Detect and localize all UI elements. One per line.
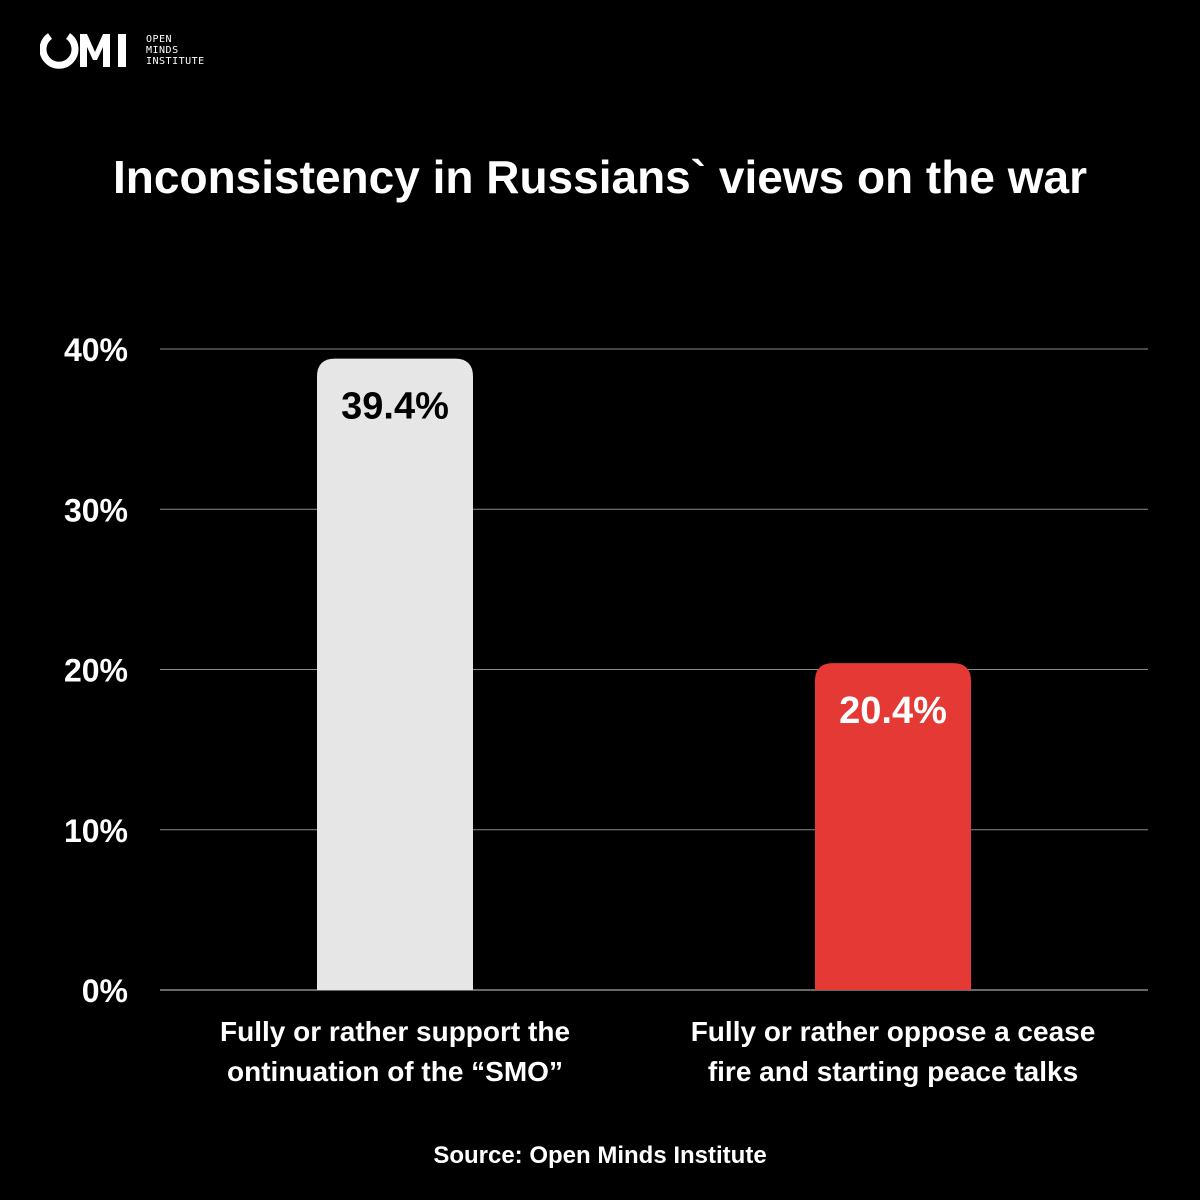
bar-value-label: 39.4%	[341, 386, 449, 428]
x-category-label: Fully or rather support the	[220, 1016, 570, 1047]
y-tick-label: 30%	[64, 492, 128, 528]
y-tick-label: 0%	[82, 973, 128, 1009]
omi-logo-icon	[40, 33, 126, 69]
bar	[317, 358, 473, 990]
brand-name-line: OPEN	[146, 33, 173, 45]
brand-name-line: MINDS	[146, 44, 179, 56]
chart-title: Inconsistency in Russians` views on the …	[113, 151, 1087, 203]
x-category-label: Fully or rather oppose a cease	[691, 1016, 1096, 1047]
x-category-label: fire and starting peace talks	[708, 1056, 1078, 1087]
x-category-label: ontinuation of the “SMO”	[227, 1056, 563, 1087]
y-tick-label: 20%	[64, 653, 128, 689]
y-tick-label: 40%	[64, 332, 128, 368]
bar-value-label: 20.4%	[839, 690, 947, 732]
brand-name-line: INSTITUTE	[146, 55, 205, 67]
y-tick-label: 10%	[64, 813, 128, 849]
source-note: Source: Open Minds Institute	[433, 1142, 767, 1169]
bar	[815, 663, 971, 990]
brand-logo: OPEN MINDS INSTITUTE	[40, 30, 205, 70]
brand-name: OPEN MINDS INSTITUTE	[146, 34, 205, 67]
